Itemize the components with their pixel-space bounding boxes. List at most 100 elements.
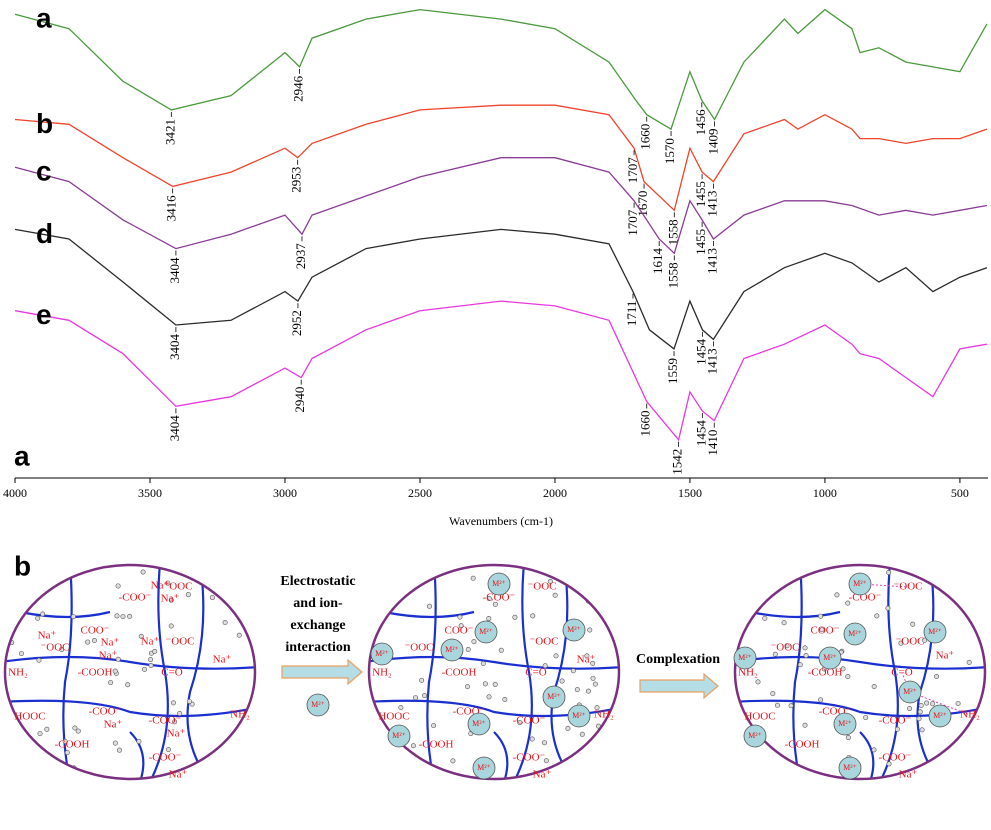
particle [818, 614, 822, 618]
arrow-label: Complexation [636, 652, 720, 667]
metal-ion-label: M²⁺ [567, 625, 581, 634]
group-label: Na⁺ [167, 728, 186, 740]
particle [417, 568, 421, 572]
series-label: b [36, 108, 53, 139]
particle [223, 620, 227, 624]
peak-label: 1707 [625, 209, 640, 236]
particle [580, 732, 584, 736]
particle [141, 570, 145, 574]
group-label: C=O [161, 667, 183, 679]
metal-ion-label: M²⁺ [853, 579, 867, 588]
x-axis-label: Wavenumbers (cm-1) [449, 514, 553, 528]
particle [85, 640, 89, 644]
peak-label: 1410 [705, 430, 720, 456]
particle [756, 767, 760, 771]
particle [40, 612, 44, 616]
particle [458, 615, 462, 619]
metal-ion-label: M²⁺ [492, 579, 506, 588]
group-label: -COO⁻ [149, 752, 182, 764]
arrow-label: exchange [290, 618, 345, 633]
particle [50, 575, 54, 579]
particle [835, 593, 839, 597]
group-label: COO⁻ [80, 625, 109, 637]
group-label: -COO⁻ [513, 752, 546, 764]
group-label: Na⁺ [577, 654, 596, 666]
particle [925, 773, 929, 777]
particle [483, 682, 487, 686]
particle [153, 649, 157, 653]
group-label: NH₂ [960, 709, 980, 721]
group-label: Na⁺ [169, 769, 188, 781]
particle [591, 676, 595, 680]
particle [210, 595, 214, 599]
peak-label: 2952 [289, 310, 304, 336]
particle [127, 614, 131, 618]
peak-label: 1707 [625, 157, 640, 184]
particle [171, 701, 175, 705]
particle [564, 763, 568, 767]
metal-ion-label: M²⁺ [933, 711, 947, 720]
particle [575, 687, 579, 691]
group-label: C=O [891, 667, 913, 679]
peak-label: 1660 [638, 411, 653, 437]
particle [116, 584, 120, 588]
x-tick-label: 2500 [408, 486, 432, 500]
particle [749, 756, 753, 760]
particle [36, 616, 40, 620]
polymer-chain [20, 612, 110, 617]
spectrum-line [15, 301, 987, 440]
x-tick-label: 1500 [678, 486, 702, 500]
peak-label: 2953 [289, 167, 304, 193]
particle [431, 723, 435, 727]
particle [756, 680, 760, 684]
polymer-chain [494, 732, 507, 782]
group-label: C=O [525, 667, 547, 679]
metal-ion-label: M²⁺ [738, 653, 752, 662]
group-label: ⁻OOC [895, 636, 924, 648]
metal-ion-label: M²⁺ [392, 731, 406, 740]
particle [886, 606, 890, 610]
particle [49, 772, 53, 776]
x-tick-label: 2000 [543, 486, 567, 500]
particle [911, 622, 915, 626]
metal-ion-label: M²⁺ [311, 700, 325, 709]
peak-label: 3404 [167, 257, 182, 284]
particle [763, 616, 767, 620]
particle [593, 682, 597, 686]
particle [782, 621, 786, 625]
group-label: -COO⁻ [89, 706, 122, 718]
particle [422, 693, 426, 697]
particle [917, 716, 921, 720]
series-label: e [36, 299, 52, 330]
peak-label: 1559 [665, 358, 680, 384]
particle [493, 682, 497, 686]
particle [934, 674, 938, 678]
particle [237, 633, 241, 637]
peak-label: 1413 [704, 248, 719, 274]
particle [117, 748, 121, 752]
group-label: -COO⁻ [513, 715, 546, 727]
group-label: -COOH [442, 667, 477, 679]
particle [503, 697, 507, 701]
metal-ion-label: M²⁺ [479, 627, 493, 636]
group-label: Na⁺ [38, 630, 57, 642]
metal-ion-label: M²⁺ [903, 687, 917, 696]
particle [113, 669, 117, 673]
particle [895, 727, 899, 731]
panel-label: a [14, 440, 30, 471]
particle [108, 680, 112, 684]
particle [571, 669, 575, 673]
particle [757, 567, 761, 571]
x-tick-label: 3000 [273, 486, 297, 500]
group-label: Na⁺ [104, 719, 123, 731]
group-label: NH₂ [372, 667, 392, 679]
group-label: -COO⁻ [879, 752, 912, 764]
peak-label: 3404 [167, 334, 182, 361]
particle [863, 715, 867, 719]
particle [149, 663, 153, 667]
particle [975, 595, 979, 599]
peak-label: 2940 [292, 387, 307, 413]
particle [907, 706, 911, 710]
particle [803, 723, 807, 727]
metal-ion-label: M²⁺ [477, 763, 491, 772]
